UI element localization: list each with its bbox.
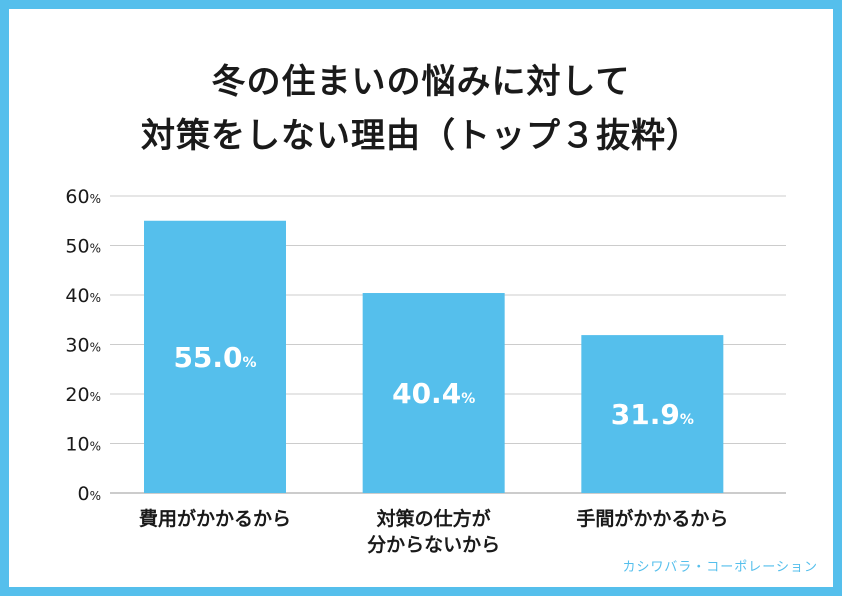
y-tick-label: 0% bbox=[78, 483, 102, 505]
y-tick-label: 20% bbox=[65, 384, 101, 406]
x-tick-label: 手間がかかるから bbox=[576, 507, 728, 530]
bar bbox=[362, 293, 505, 493]
bar bbox=[144, 220, 286, 493]
x-tick-label: 費用がかかるから bbox=[139, 507, 291, 530]
bar-value-label: 31.9% bbox=[611, 398, 694, 431]
y-tick-label: 50% bbox=[65, 236, 101, 258]
x-tick-label: 対策の仕方が bbox=[376, 507, 491, 530]
bar bbox=[581, 335, 724, 493]
bar-value-label: 40.4% bbox=[392, 377, 475, 410]
y-tick-label: 40% bbox=[65, 285, 101, 307]
y-tick-label: 10% bbox=[65, 434, 101, 456]
x-tick-label: 分からないから bbox=[367, 534, 500, 556]
y-tick-label: 30% bbox=[65, 335, 101, 357]
credit-text: カシワバラ・コーポレーション bbox=[622, 560, 818, 575]
bar-value-label: 55.0% bbox=[173, 341, 256, 374]
chart-title-line-1: 冬の住まいの悩みに対して bbox=[211, 62, 631, 102]
chart-title-line-2: 対策をしない理由（トップ３抜粋） bbox=[141, 116, 701, 156]
y-tick-label: 60% bbox=[65, 186, 101, 208]
